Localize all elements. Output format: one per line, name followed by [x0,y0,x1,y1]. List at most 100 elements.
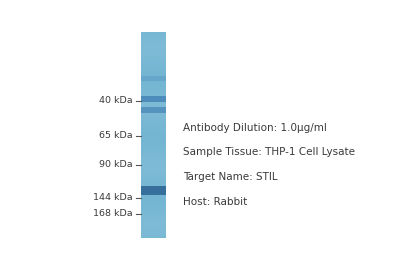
Bar [142,119,166,120]
Bar [142,83,166,84]
Bar [142,208,166,209]
Bar [142,84,166,85]
Bar [142,89,166,90]
Bar [142,66,166,67]
Bar [142,52,166,53]
Bar [142,176,166,177]
Bar [142,132,166,133]
Bar [142,178,166,179]
Bar [142,185,166,186]
Text: 168 kDa: 168 kDa [93,210,133,218]
Bar [142,139,166,140]
Bar [142,105,166,106]
Bar [142,76,166,77]
Bar [142,184,166,185]
Bar [142,109,166,110]
Bar [142,61,166,62]
Bar [142,124,166,125]
Bar [142,35,166,36]
Bar [142,180,166,181]
Text: Sample Tissue: THP-1 Cell Lysate: Sample Tissue: THP-1 Cell Lysate [183,147,355,157]
Bar [142,40,166,41]
Bar [142,209,166,210]
Bar [142,191,166,193]
Text: Host: Rabbit: Host: Rabbit [183,197,248,207]
Bar [142,187,166,188]
Bar [142,43,166,44]
Bar [142,154,166,155]
Bar [142,167,166,168]
Bar [142,54,166,55]
Bar [142,92,166,93]
Bar [142,150,166,151]
Bar [142,94,166,95]
Bar [142,205,166,206]
Bar [142,153,166,154]
Bar [142,200,166,201]
Bar [142,203,166,204]
Bar [142,182,166,183]
Bar [142,163,166,164]
Bar [142,131,166,132]
Bar [142,170,166,171]
Bar [142,72,166,73]
Bar [142,151,166,152]
Bar [142,194,166,195]
Bar [142,58,166,59]
Bar [142,45,166,46]
Bar [142,174,166,175]
Bar [142,224,166,225]
Bar [142,186,166,187]
Bar [142,125,166,127]
Bar [142,85,166,87]
Bar [142,165,166,166]
Bar [142,77,166,78]
Bar [142,50,166,52]
Bar [142,34,166,35]
Bar [142,202,166,203]
Bar [142,114,166,115]
Bar [142,175,166,176]
Bar [142,179,166,180]
Bar [142,183,166,184]
Bar [142,146,166,147]
Bar [142,137,166,138]
Bar [142,229,166,230]
Bar [142,96,166,97]
Bar [142,67,166,68]
Bar [142,206,166,207]
Bar [142,96,166,102]
Bar [142,237,166,238]
Bar [142,134,166,135]
Bar [142,97,166,98]
Bar [142,159,166,160]
Bar [142,93,166,94]
Bar [142,65,166,66]
Bar [142,111,166,112]
Bar [142,53,166,54]
Bar [142,177,166,178]
Bar [142,221,166,222]
Bar [142,166,166,167]
Bar [142,213,166,214]
Bar [142,198,166,199]
Bar [142,79,166,80]
Bar [142,90,166,91]
Bar [142,60,166,61]
Bar [142,210,166,211]
Bar [142,41,166,42]
Bar [142,113,166,114]
Bar [142,95,166,96]
Bar [142,112,166,113]
Bar [142,211,166,212]
Bar [142,217,166,218]
Bar [142,181,166,182]
Bar [142,169,166,170]
Bar [142,48,166,49]
Bar [142,42,166,43]
Text: 40 kDa: 40 kDa [99,96,133,105]
Bar [142,78,166,79]
Bar [142,218,166,219]
Bar [142,62,166,63]
Bar [142,104,166,105]
